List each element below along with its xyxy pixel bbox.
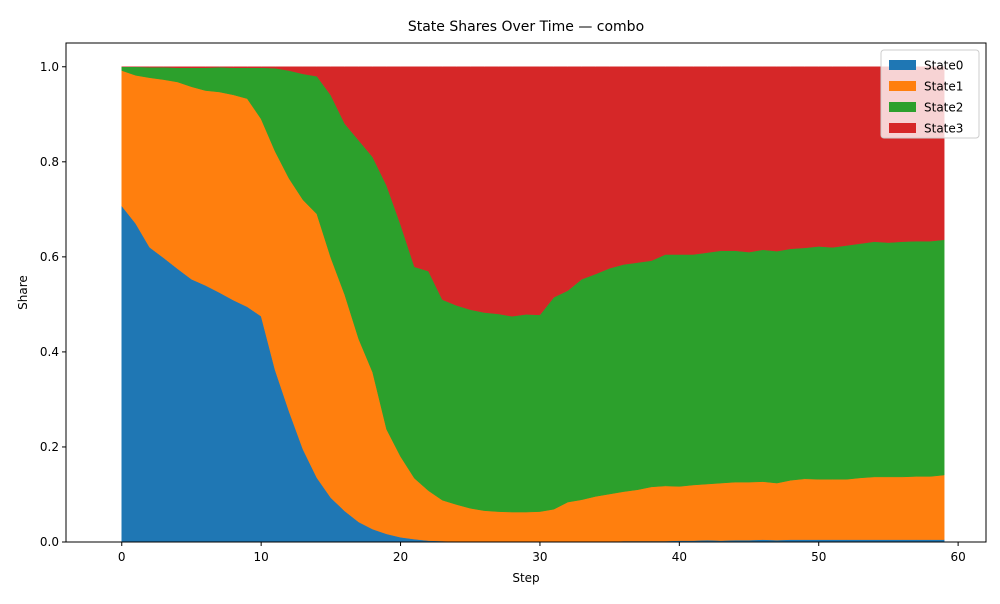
area-state3: [121, 66, 945, 317]
legend-swatch-state3: [889, 123, 916, 133]
x-tick-label: 10: [254, 550, 269, 564]
legend-swatch-state0: [889, 60, 916, 70]
legend-label-state0: State0: [924, 59, 963, 73]
legend: State0 State1 State2 State3: [880, 49, 980, 139]
y-tick-label: 0.4: [40, 345, 59, 359]
x-axis-ticks: 0 10 20 30 40 50 60: [118, 542, 966, 564]
x-tick-label: 60: [950, 550, 965, 564]
areas-layer: [121, 66, 945, 543]
legend-swatch-state2: [889, 102, 916, 112]
y-tick-label: 0.6: [40, 250, 59, 264]
x-tick-label: 50: [811, 550, 826, 564]
y-axis-label: Share: [16, 275, 30, 310]
legend-label-state2: State2: [924, 101, 963, 115]
y-tick-label: 0.8: [40, 155, 59, 169]
y-tick-label: 0.0: [40, 535, 59, 549]
x-tick-label: 40: [672, 550, 687, 564]
x-tick-label: 20: [393, 550, 408, 564]
chart-title: State Shares Over Time — combo: [408, 19, 644, 35]
legend-label-state1: State1: [924, 80, 963, 94]
y-tick-label: 1.0: [40, 60, 59, 74]
plot-frame: [65, 42, 987, 543]
legend-box: [880, 49, 980, 139]
y-tick-label: 0.2: [40, 440, 59, 454]
x-axis-label: Step: [512, 571, 539, 585]
y-axis-ticks: 0.0 0.2 0.4 0.6 0.8 1.0: [40, 60, 66, 549]
x-tick-label: 30: [532, 550, 547, 564]
x-tick-label: 0: [118, 550, 126, 564]
legend-label-state3: State3: [924, 122, 963, 136]
legend-swatch-state1: [889, 81, 916, 91]
